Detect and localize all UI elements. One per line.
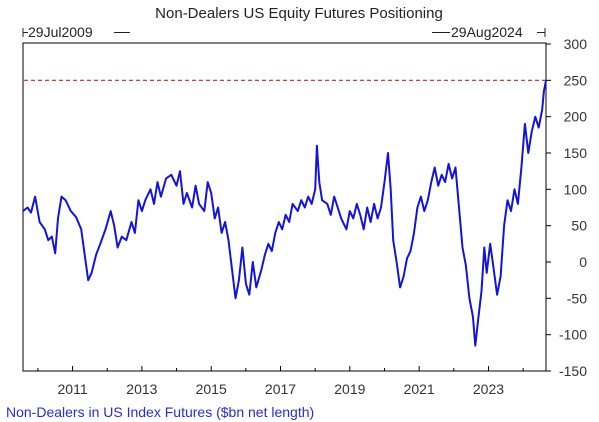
x-tick-label: 2011 xyxy=(58,381,88,397)
y-tick-label: -150 xyxy=(559,363,587,379)
chart-title: Non-Dealers US Equity Futures Positionin… xyxy=(155,5,443,22)
y-tick-label: 150 xyxy=(564,145,588,161)
range-start-label: 29Jul2009 xyxy=(28,24,93,40)
x-tick-label: 2023 xyxy=(473,381,504,397)
x-tick-label: 2013 xyxy=(126,381,157,397)
y-tick-label: -100 xyxy=(559,327,587,343)
y-tick-label: 250 xyxy=(564,72,588,88)
x-axis: 2011 2013 2015 2017 2019 2021 2023 xyxy=(37,366,524,397)
x-tick-label: 2019 xyxy=(334,381,365,397)
date-range-bracket: 29Jul2009 29Aug2024 xyxy=(22,24,546,40)
legend-entry: Non-Dealers in US Index Futures ($bn net… xyxy=(6,404,314,420)
y-tick-label: 0 xyxy=(579,254,587,270)
y-tick-label: 300 xyxy=(564,36,588,52)
y-tick-label: 100 xyxy=(564,181,588,197)
plot-frame xyxy=(22,42,547,372)
y-tick-label: 50 xyxy=(571,218,587,234)
x-tick-label: 2021 xyxy=(404,381,435,397)
x-tick-label: 2017 xyxy=(265,381,296,397)
series-group xyxy=(22,80,547,347)
y-tick-label: 200 xyxy=(564,109,588,125)
y-tick-label: -50 xyxy=(567,290,587,306)
range-end-label: 29Aug2024 xyxy=(451,24,523,40)
x-tick-label: 2015 xyxy=(196,381,227,397)
series-line xyxy=(22,80,547,347)
y-axis: 300 250 200 150 100 50 0 -50 -100 -150 xyxy=(546,36,587,379)
